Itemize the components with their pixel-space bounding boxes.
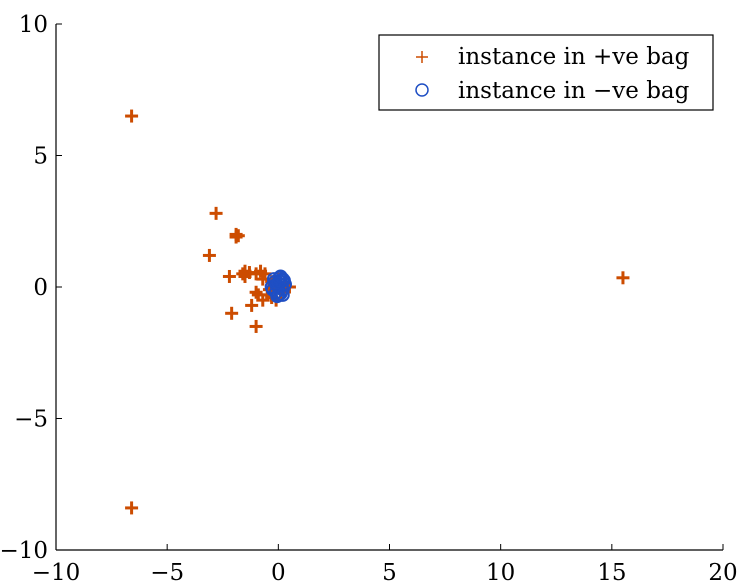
legend-entry-negative: instance in −ve bag	[415, 78, 690, 104]
data-point-plus	[231, 229, 245, 243]
legend-box	[378, 34, 714, 111]
x-tick-label: 15	[597, 560, 626, 585]
legend: instance in +ve bag instance in −ve bag	[378, 34, 714, 111]
x-tick-label: 10	[486, 560, 515, 585]
data-point-plus	[125, 501, 139, 515]
y-tick-label: −5	[14, 407, 48, 433]
legend-entry-positive: instance in +ve bag	[416, 44, 690, 70]
data-point-plus	[225, 306, 239, 320]
data-point-plus	[202, 248, 216, 262]
legend-symbol-circle	[415, 83, 429, 97]
series-positive-bag	[125, 109, 630, 515]
y-tick-label: 5	[33, 144, 48, 170]
y-tick-label: 0	[33, 275, 48, 301]
x-tick-label: 0	[271, 560, 286, 585]
data-marks	[125, 109, 630, 515]
data-point-plus	[249, 319, 263, 333]
x-tick-label: −5	[150, 560, 184, 585]
data-point-plus	[209, 206, 223, 220]
y-tick-label: −10	[0, 538, 48, 564]
legend-symbol-plus	[416, 51, 428, 63]
x-tick-label: 20	[708, 560, 737, 585]
data-point-circle	[271, 276, 286, 291]
data-point-plus	[616, 271, 630, 285]
data-point-plus	[125, 109, 139, 123]
series-negative-bag	[264, 269, 293, 304]
data-point-plus	[245, 298, 259, 312]
data-point-plus	[249, 285, 263, 299]
data-point-circle	[275, 287, 290, 302]
legend-label-positive: instance in +ve bag	[458, 44, 690, 70]
y-tick-label: 10	[19, 12, 48, 38]
data-point-plus	[222, 269, 236, 283]
data-point-plus	[256, 293, 270, 307]
legend-label-negative: instance in −ve bag	[458, 78, 690, 104]
axes: −10 −5 0 5 10 15 20 −10 −5 0 5 10	[0, 12, 738, 585]
x-tick-label: 5	[382, 560, 397, 585]
x-tick-label: −10	[32, 560, 81, 585]
